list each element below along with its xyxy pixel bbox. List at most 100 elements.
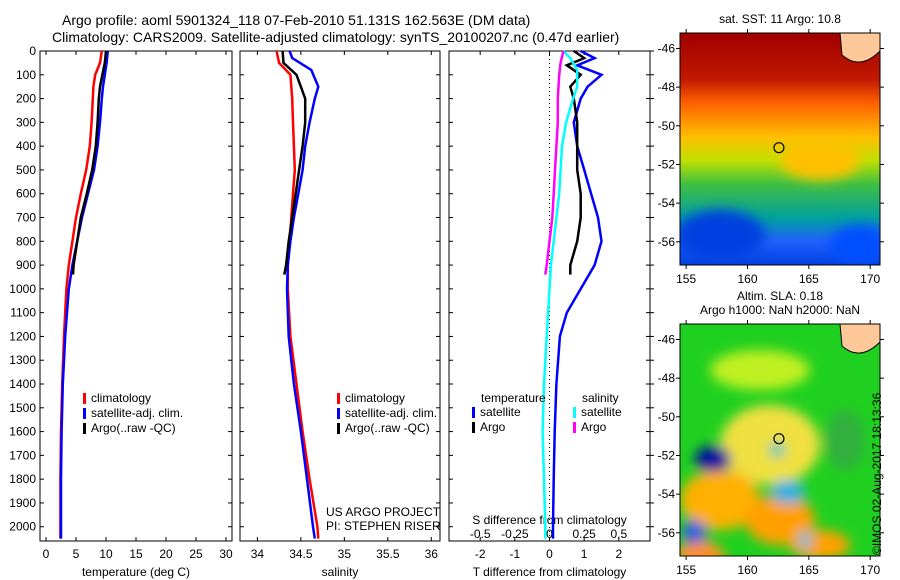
y-tick-label: 2000 <box>9 520 36 534</box>
legend-label: Argo(..raw -QC) <box>91 421 176 435</box>
x-tick-label: 15 <box>129 547 143 561</box>
lon-tick-label: 160 <box>737 272 757 286</box>
x-tick-label: 5 <box>73 547 80 561</box>
sst-map: 155 160 165 170 -46 -48 -50 -52 -54 -56 sat. SST: … <box>658 12 884 286</box>
t-satellite-diff-line <box>551 49 604 539</box>
legend-label: climatology <box>91 391 151 405</box>
legend-label: satellite-adj. clim. <box>345 406 437 420</box>
y-tick-label: 1400 <box>9 377 36 391</box>
y-tick-label: 1200 <box>9 329 36 343</box>
lat-tick-label: -52 <box>658 448 676 462</box>
y-tick-label: 1600 <box>9 425 36 439</box>
lat-tick-label: -52 <box>658 157 676 171</box>
y-tick-label: 500 <box>16 163 36 177</box>
temperature-argo-line <box>71 50 108 275</box>
lon-tick-label: 155 <box>676 272 696 286</box>
x-tick-label: 34.5 <box>289 547 313 561</box>
argo-location-marker <box>773 142 785 154</box>
y-tick-label: 200 <box>16 92 36 106</box>
legend-label: satellite <box>480 405 521 419</box>
legend-swatch <box>83 408 86 419</box>
y-tick-label: 600 <box>16 187 36 201</box>
y-tick-label: 400 <box>16 139 36 153</box>
y-tick-label: 0 <box>29 44 36 58</box>
project-label: US ARGO PROJECT <box>326 505 441 519</box>
s-satellite-diff-line <box>541 50 579 539</box>
temperature-satellite-line <box>59 50 110 539</box>
temperature-climatology-line <box>59 50 104 539</box>
lat-tick-label: -50 <box>658 119 676 133</box>
y-tick-label: 1700 <box>9 448 36 462</box>
lon-tick-label: 170 <box>860 563 880 577</box>
t-argo-diff-line <box>564 49 587 275</box>
x-axis-label: T difference from climatology <box>473 565 627 579</box>
y-tick-label: 1300 <box>9 353 36 367</box>
legend-swatch <box>573 407 576 418</box>
salinity-argo-line <box>281 50 307 275</box>
legend-swatch <box>472 422 475 433</box>
y-tick-label: 300 <box>16 115 36 129</box>
x-tick-label: 10 <box>99 547 113 561</box>
y-tick-label: 1900 <box>9 496 36 510</box>
salinity-panel-frame <box>239 50 441 542</box>
legend-title-salinity: salinity <box>582 391 619 405</box>
lat-tick-label: -56 <box>658 526 676 540</box>
map-title: Altim. SLA: 0.18 <box>737 289 823 303</box>
x-tick-label: 0 <box>43 547 50 561</box>
legend-label: climatology <box>345 391 405 405</box>
lat-tick-label: -48 <box>658 80 676 94</box>
pi-label: PI: STEPHEN RISER <box>326 519 441 533</box>
title-line-2: Climatology: CARS2009. Satellite-adjuste… <box>52 29 620 45</box>
title-line-1: Argo profile: aoml 5901324_118 07-Feb-20… <box>62 12 531 28</box>
y-tick-label: 1100 <box>10 306 36 320</box>
legend-swatch <box>337 423 340 434</box>
x-tick-label: -2 <box>475 547 486 561</box>
x-tick-label: 2 <box>615 547 622 561</box>
map-title: sat. SST: 11 Argo: 10.8 <box>719 12 841 26</box>
y-tick-label: 1000 <box>9 282 36 296</box>
legend-swatch <box>83 423 86 434</box>
legend-swatch <box>83 393 86 404</box>
map-frame <box>679 32 881 266</box>
lon-tick-label: 165 <box>799 272 819 286</box>
x-tick-label: 20 <box>159 547 173 561</box>
x-axis-label: salinity <box>322 565 359 579</box>
y-tick-label: 800 <box>16 234 36 248</box>
x-tick-label: 36 <box>425 547 439 561</box>
y-tick-label: 100 <box>16 68 36 82</box>
sla-map: 155 160 165 170 -46 -48 -50 -52 -54 -56 Altim. SLA… <box>658 289 884 577</box>
x-axis-label: temperature (deg C) <box>82 565 190 579</box>
s-tick-label: -0.5 <box>470 527 491 541</box>
x-tick-label: 35 <box>338 547 352 561</box>
lat-tick-label: -56 <box>658 235 676 249</box>
y-tick-label: 1800 <box>9 472 36 486</box>
legend-label: Argo(..raw -QC) <box>345 421 430 435</box>
legend-swatch <box>472 407 475 418</box>
s-tick-label: -0.25 <box>501 527 529 541</box>
lat-tick-label: -54 <box>658 196 676 210</box>
lat-tick-label: -54 <box>658 487 676 501</box>
argo-location-marker <box>773 433 785 445</box>
lat-tick-label: -48 <box>658 371 676 385</box>
x-tick-label: 34 <box>251 547 265 561</box>
imos-stamp: ©IMOS 02-Aug-2017 18:13:36 <box>870 392 884 555</box>
x-tick-label: 1 <box>581 547 588 561</box>
lat-tick-label: -50 <box>658 410 676 424</box>
legend-swatch <box>337 393 340 404</box>
legend-label: Argo <box>581 420 607 434</box>
map-title: Argo h1000: NaN h2000: NaN <box>700 303 860 317</box>
lon-tick-label: 155 <box>676 563 696 577</box>
x-tick-label: 25 <box>189 547 203 561</box>
legend-swatch <box>337 408 340 419</box>
x-tick-label: -1 <box>510 547 521 561</box>
s-tick-label: 0 <box>546 527 553 541</box>
s-argo-diff-line <box>544 50 565 275</box>
lat-tick-label: -46 <box>658 41 676 55</box>
legend-swatch <box>573 422 576 433</box>
legend-title-temperature: temperature <box>481 391 546 405</box>
map-frame <box>679 323 881 557</box>
y-tick-label: 900 <box>16 258 36 272</box>
lon-tick-label: 170 <box>860 272 880 286</box>
